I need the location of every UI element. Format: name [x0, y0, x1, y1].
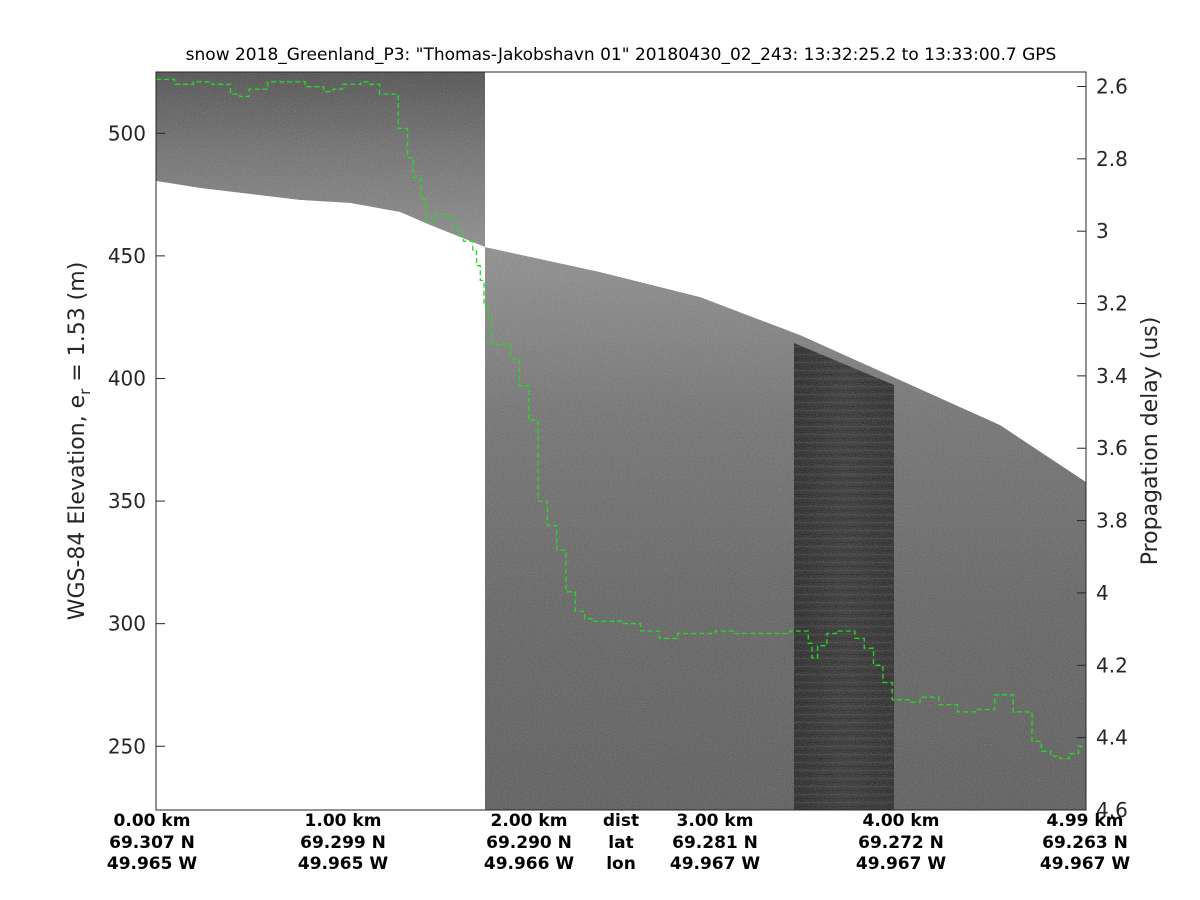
y2-tick-label: 3.6 — [1096, 436, 1128, 460]
bottom-lat-label: 69.307 N — [109, 833, 195, 853]
bottom-lon-label: 49.966 W — [484, 854, 575, 874]
bottom-dist-label: 1.00 km — [305, 811, 382, 831]
bottom-dist-label: 4.00 km — [863, 811, 940, 831]
bottom-lat-label: 69.299 N — [300, 833, 386, 853]
bottom-lon-label: 49.967 W — [856, 854, 947, 874]
y-axis-label-main: WGS-84 Elevation, e — [65, 395, 90, 620]
chart-title: snow 2018_Greenland_P3: "Thomas-Jakobsha… — [186, 45, 1057, 65]
bottom-lat-label: 69.263 N — [1042, 833, 1128, 853]
surface-trace-group — [156, 78, 1086, 760]
y-tick-label: 450 — [108, 244, 146, 268]
y-axis-label-rest: = 1.53 (m) — [65, 262, 90, 389]
y-axis-label: WGS-84 Elevation, er = 1.53 (m) — [65, 262, 94, 621]
bottom-position-rows: 0.00 km 1.00 km 2.00 km 3.00 km 4.00 km 4.99 … — [107, 811, 1131, 874]
left-axis-ticks: 250 300 350 400 450 500 — [108, 121, 165, 758]
y2-tick-label: 4.6 — [1096, 798, 1128, 822]
bottom-row-label: lon — [606, 854, 636, 874]
bottom-row-label: lat — [608, 833, 633, 853]
right-axis-ticks: 2.6 2.8 3 3.2 3.4 3.6 3.8 4 4.2 4.4 4.6 — [1077, 74, 1128, 822]
y-tick-label: 500 — [108, 121, 146, 145]
radar-image — [156, 72, 1086, 810]
surface-trace-line — [156, 78, 1086, 760]
y2-tick-label: 3.4 — [1096, 364, 1128, 388]
y-axis-label-subscript: r — [76, 388, 94, 395]
bottom-dist-label: 2.00 km — [491, 811, 568, 831]
y2-tick-label: 4.4 — [1096, 726, 1128, 750]
bottom-row-label: dist — [603, 811, 639, 831]
y2-tick-label: 2.6 — [1096, 74, 1128, 98]
y-tick-label: 400 — [108, 366, 146, 390]
y2-tick-label: 4 — [1096, 581, 1109, 605]
bottom-lat-label: 69.272 N — [858, 833, 944, 853]
bottom-lon-label: 49.965 W — [298, 854, 389, 874]
bottom-dist-label: 0.00 km — [114, 811, 191, 831]
y2-tick-label: 4.2 — [1096, 653, 1128, 677]
y2-tick-label: 3.8 — [1096, 509, 1128, 533]
y2-tick-label: 3 — [1096, 219, 1109, 243]
bottom-lon-label: 49.965 W — [107, 854, 198, 874]
bottom-dist-label: 3.00 km — [677, 811, 754, 831]
blank-region-left — [156, 181, 485, 810]
bottom-lat-label: 69.290 N — [486, 833, 572, 853]
bottom-dist-label: 4.99 km — [1047, 811, 1124, 831]
y2-tick-label: 3.2 — [1096, 292, 1128, 316]
y-tick-label: 300 — [108, 612, 146, 636]
bottom-lon-label: 49.967 W — [1040, 854, 1131, 874]
blank-region-right — [485, 72, 1086, 482]
y-tick-label: 250 — [108, 734, 146, 758]
y2-axis-label: Propagation delay (us) — [1138, 317, 1163, 566]
y2-tick-label: 2.8 — [1096, 147, 1128, 171]
bottom-lon-label: 49.967 W — [670, 854, 761, 874]
bottom-lat-label: 69.281 N — [672, 833, 758, 853]
y-tick-label: 350 — [108, 489, 146, 513]
plot-frame — [155, 71, 1087, 811]
